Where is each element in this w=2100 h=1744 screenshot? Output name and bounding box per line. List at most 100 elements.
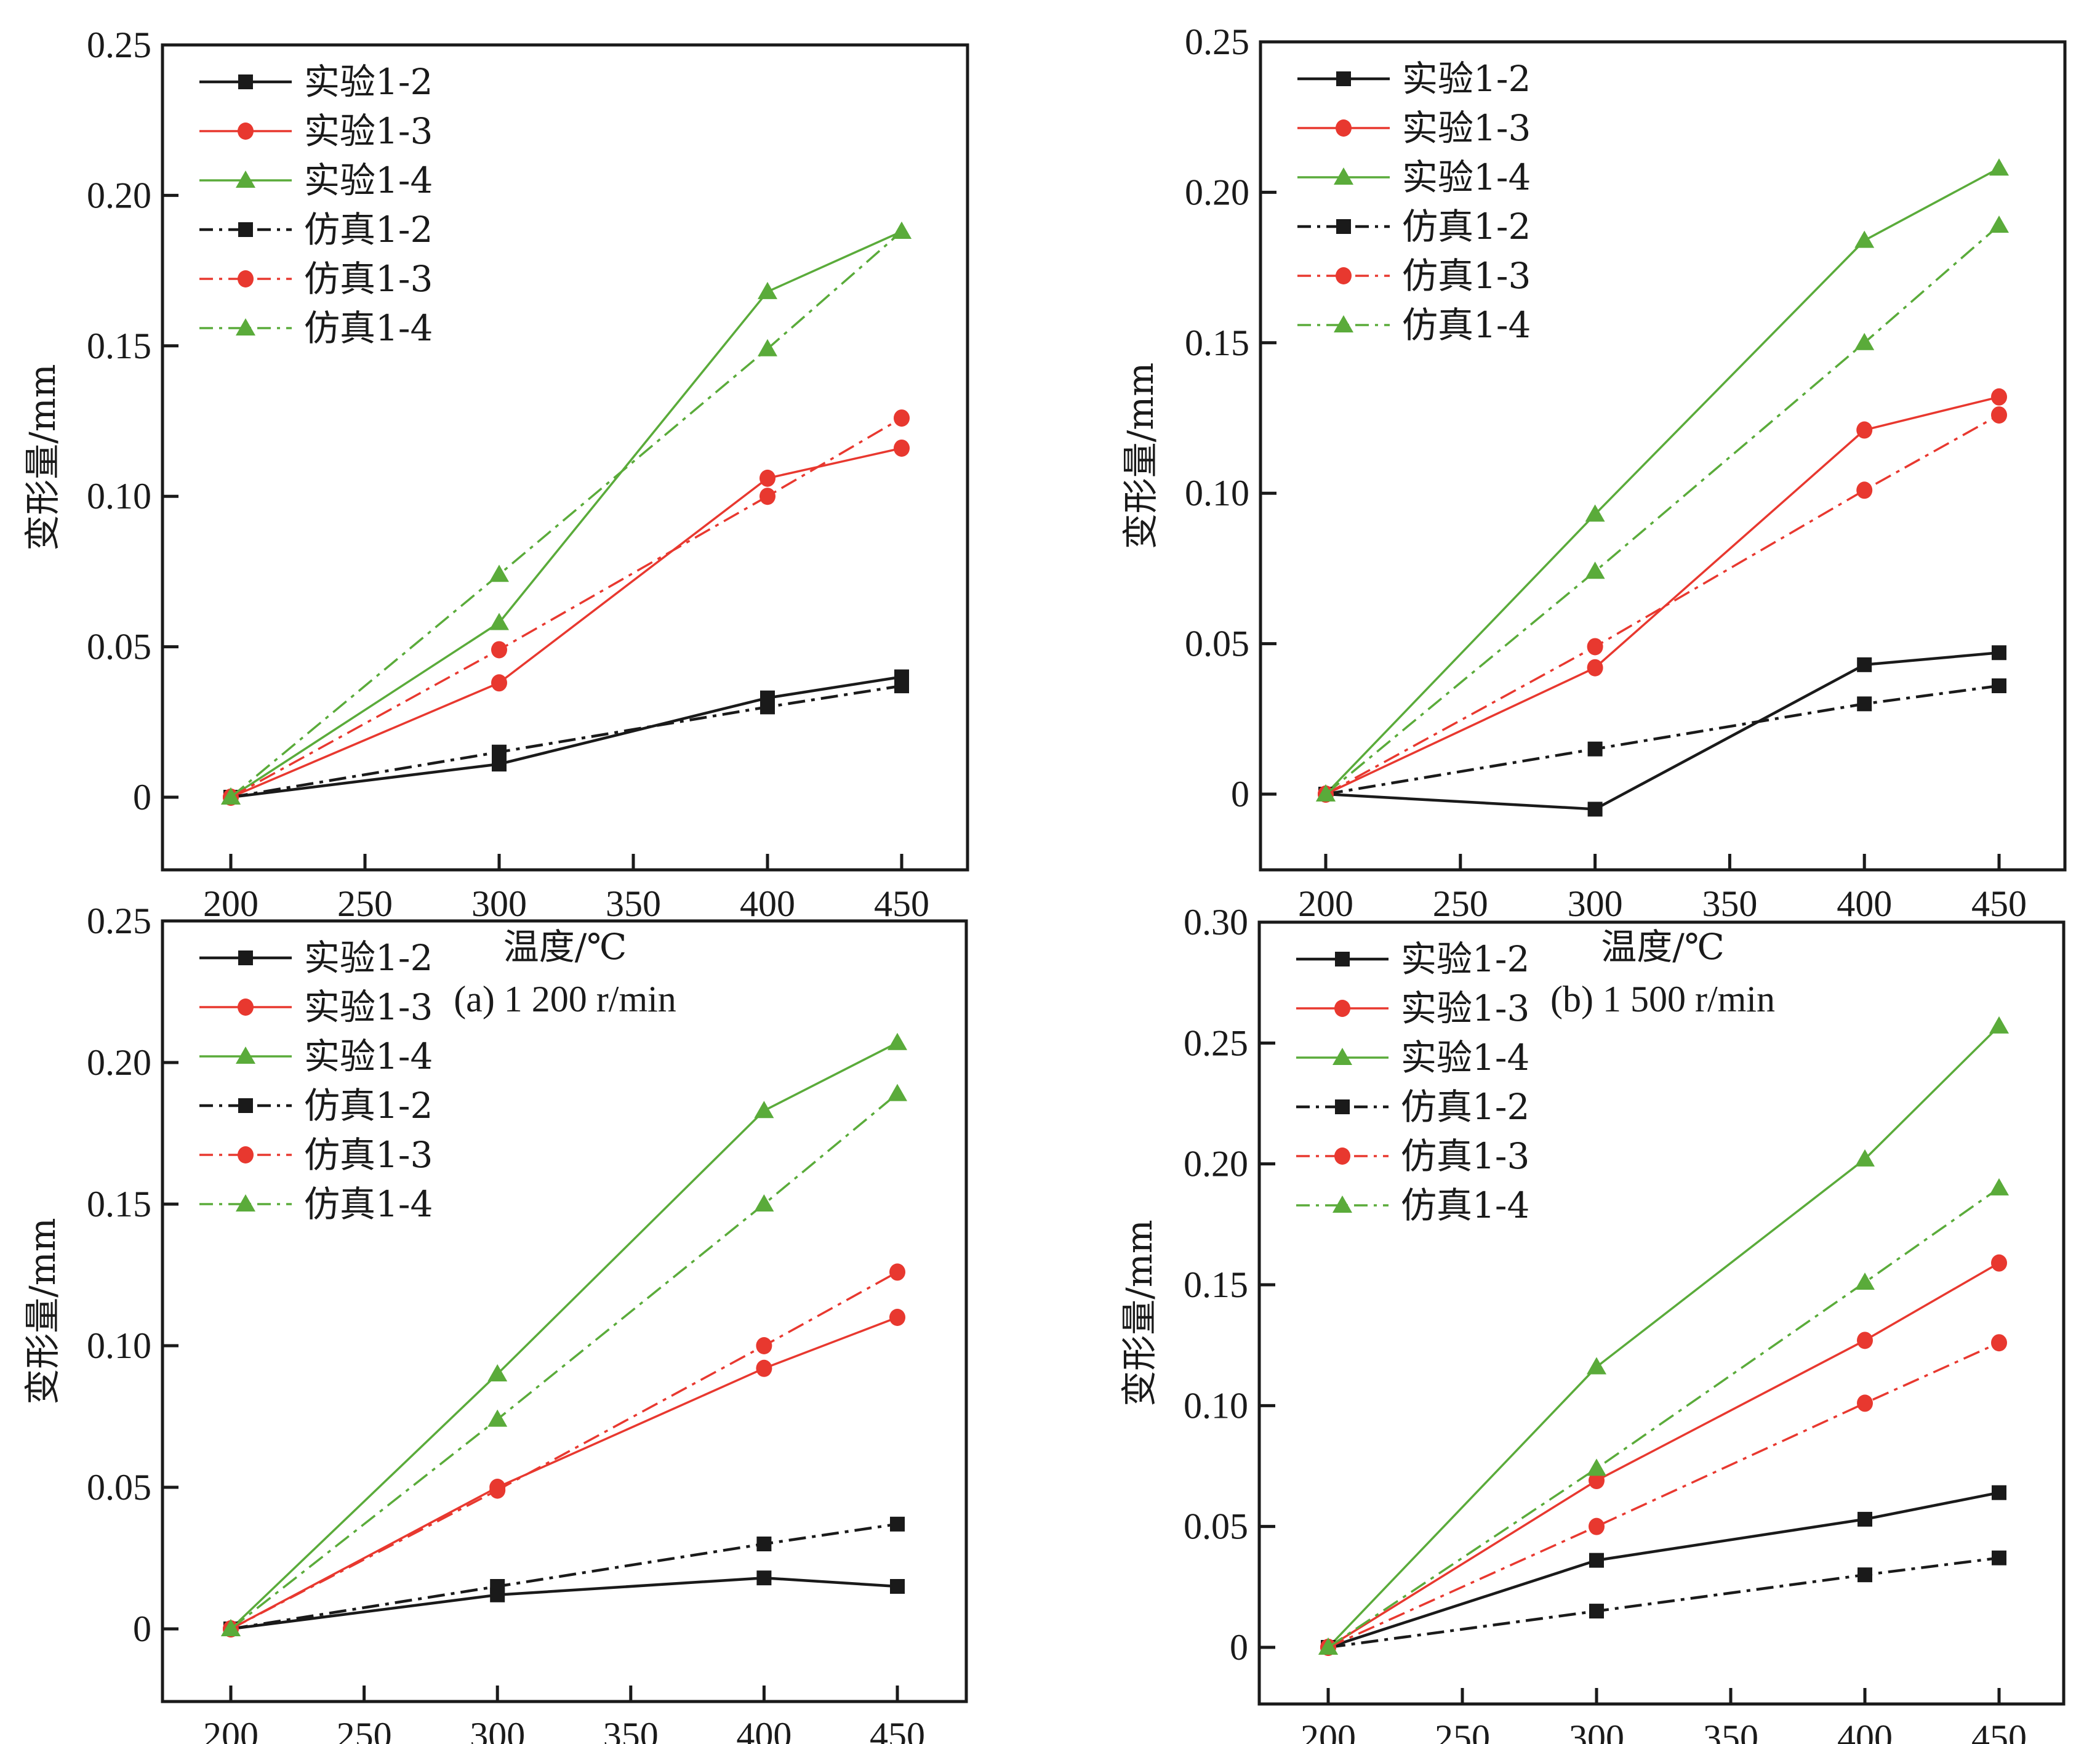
y-tick-label: 0 [133,777,151,818]
data-point-triangle [1318,1638,1338,1655]
series-仿真1-4 [221,222,912,805]
x-tick-label: 350 [606,883,661,924]
legend-label: 实验1-2 [1401,938,1529,980]
data-point-square [1589,1604,1604,1619]
data-point-square [1992,678,2006,694]
legend-item: 仿真1-2 [199,1085,433,1127]
data-point-square [890,1516,905,1532]
legend-marker-triangle [1333,1195,1352,1213]
x-tick-label: 250 [1435,1718,1490,1744]
x-tick-label: 200 [203,883,258,924]
legend-item: 仿真1-3 [1296,1135,1529,1177]
legend-label: 实验1-4 [1401,1037,1529,1079]
data-point-circle [1589,1472,1605,1490]
data-point-triangle [1855,1272,1875,1290]
x-tick-label: 450 [1971,1718,2027,1744]
data-point-triangle [487,1364,508,1381]
series-仿真1-4 [1318,1178,2009,1655]
y-tick-label: 0.10 [87,1325,151,1366]
data-point-triangle [1585,504,1605,522]
x-tick-label: 300 [470,1715,525,1744]
data-point-square [756,1537,772,1551]
data-point-square [1992,1485,2006,1500]
y-tick-label: 0.10 [87,476,151,516]
data-point-triangle [754,1194,774,1212]
series-仿真1-3 [1320,1334,2007,1656]
series-line [230,1576,898,1631]
series-line [1327,1025,2000,1649]
data-point-triangle [888,1032,907,1050]
data-point-circle [1587,638,1603,656]
data-point-triangle [1989,158,2009,176]
data-point-triangle [1989,215,2009,233]
legend-marker-triangle [1334,167,1353,185]
legend-item: 仿真1-4 [1297,304,1531,346]
legend-label: 仿真1-3 [1401,1135,1529,1177]
legend-marker-circle [1334,1000,1350,1017]
data-point-square [756,1570,772,1586]
legend-label: 实验1-2 [1402,58,1531,100]
x-tick-label: 300 [471,883,527,924]
y-tick-label: 0.25 [87,25,151,65]
series-line [1325,396,2000,795]
data-point-triangle [221,1619,241,1636]
plot-frame [1257,920,2066,1706]
series-line [230,1093,899,1630]
series-line [1325,651,2000,811]
data-point-triangle [221,787,241,805]
data-point-circle [756,1359,772,1377]
data-point-circle [1991,388,2007,406]
legend-label: 实验1-3 [1402,107,1531,149]
legend-marker-circle [238,1146,254,1163]
legend-marker-triangle [236,171,255,188]
legend-label: 实验1-4 [304,1035,433,1077]
legend-item: 实验1-3 [199,110,433,152]
data-point-square [1857,696,1872,712]
chart-panel-a: 0 0.05 0.10 0.15 0.20 0.25 200 250 300 350 400 450 温… [22,25,969,1019]
legend-item: 仿真1-2 [1296,1086,1529,1128]
y-tick-label: 0 [1231,774,1249,814]
legend-marker-square [1335,1099,1350,1114]
legend-marker-circle [1336,267,1352,284]
data-point-circle [489,1481,506,1499]
series-line [230,1316,898,1630]
x-tick-label: 350 [1702,883,1757,924]
series-line [230,1271,898,1630]
legend-item: 仿真1-4 [1296,1184,1529,1226]
y-tick-label: 0.05 [1185,624,1249,664]
x-tick-label: 400 [1837,883,1892,924]
legend-label: 仿真1-3 [304,1134,433,1176]
data-point-circle [889,1263,905,1281]
data-point-circle [1857,1394,1873,1412]
legend-label: 实验1-3 [304,986,433,1028]
legend-marker-triangle [1334,315,1353,332]
x-axis-title: 温度/℃ [1601,926,1724,968]
series-仿真1-2 [1318,678,2006,802]
series-仿真1-4 [221,1083,907,1636]
legend-label: 仿真1-4 [304,307,433,349]
y-tick-label: 0.10 [1185,473,1249,513]
y-tick-label: 0.15 [87,1184,151,1224]
data-point-square [1858,1567,1872,1583]
legend: 实验1-2 实验1-3 实验1-4 仿真1-2 仿真1-3 仿真1-4 [199,61,433,349]
legend-marker-square [238,74,253,89]
legend-marker-circle [1336,119,1352,137]
data-point-triangle [1989,1178,2009,1195]
data-point-square [1857,657,1872,672]
chart-panel-b: 0 0.05 0.10 0.15 0.20 0.25 200 250 300 350 400 450 温… [1120,22,2067,1019]
y-tick-label: 0.05 [87,1467,151,1508]
legend-label: 实验1-3 [304,110,433,152]
series-line [230,1042,898,1630]
legend-label: 仿真1-4 [1401,1184,1529,1226]
data-point-circle [889,1309,905,1326]
x-tick-label: 300 [1568,883,1623,924]
data-point-square [1992,1550,2006,1565]
y-axis-title: 变形量/mm [22,1218,63,1405]
series-line [1325,684,2000,796]
x-tick-label: 250 [337,1715,392,1744]
data-point-circle [756,1337,772,1354]
legend-label: 仿真1-4 [304,1183,433,1225]
y-axis-title: 变形量/mm [1120,363,1161,550]
x-tick-label: 450 [1971,883,2027,924]
series-line [230,684,902,799]
